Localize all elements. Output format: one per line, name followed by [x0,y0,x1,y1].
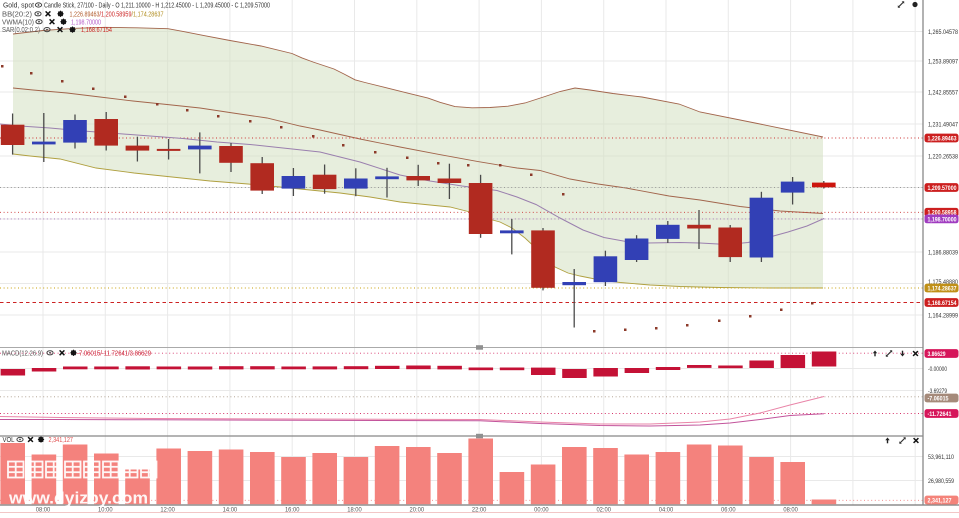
svg-text:Gold, spot: Gold, spot [3,3,34,10]
svg-text:1,265.04578: 1,265.04578 [928,29,958,36]
svg-text:02:00: 02:00 [596,507,611,514]
svg-text:VOL: VOL [3,437,15,444]
svg-text:1,226.89463: 1,226.89463 [928,135,957,142]
svg-text:1,164.28999: 1,164.28999 [928,312,958,319]
svg-text:14:00: 14:00 [223,507,238,514]
svg-text:1,168.67154: 1,168.67154 [928,300,957,307]
svg-text:-0.00000: -0.00000 [928,366,947,373]
svg-text:1,226.89463/1,200.58959/1,174.: 1,226.89463/1,200.58959/1,174.28637 [70,11,164,18]
svg-text:SAR(0.02:0.2): SAR(0.02:0.2) [2,27,40,34]
svg-text:26,980,559: 26,980,559 [928,478,954,485]
svg-text:08:00: 08:00 [783,507,798,514]
svg-text:1,242.85557: 1,242.85557 [928,89,958,96]
svg-text:18:00: 18:00 [347,507,362,514]
svg-text:-7.06015: -7.06015 [928,395,949,402]
svg-text:1,200.58958: 1,200.58958 [928,210,957,217]
svg-text:16:00: 16:00 [285,507,300,514]
svg-text:1,186.88039: 1,186.88039 [928,249,958,256]
svg-text:1,175.48880: 1,175.48880 [928,279,958,286]
svg-text:Candle Stick, 27/100 - Daily -: Candle Stick, 27/100 - Daily - O 1,211.1… [44,3,270,10]
svg-text:-3.69279: -3.69279 [928,388,947,395]
svg-text:1,174.28637: 1,174.28637 [928,285,957,292]
svg-text:2,341,127: 2,341,127 [49,437,74,444]
svg-text:1,198.70000: 1,198.70000 [71,19,101,26]
svg-text:06:00: 06:00 [721,507,736,514]
svg-text:2,341,127: 2,341,127 [928,497,952,504]
svg-text:MACD(12.26.9): MACD(12.26.9) [2,350,43,357]
svg-text:04:00: 04:00 [659,507,674,514]
svg-text:-7.06015/-11.72641/3.86629: -7.06015/-11.72641/3.86629 [77,350,151,357]
svg-text:22:00: 22:00 [472,507,487,514]
svg-text:VWMA(10): VWMA(10) [2,19,34,26]
svg-text:-11.72641: -11.72641 [928,411,952,418]
svg-text:10:00: 10:00 [98,507,113,514]
svg-text:00:00: 00:00 [534,507,549,514]
svg-text:20:00: 20:00 [410,507,425,514]
svg-text:1,209.57000: 1,209.57000 [928,185,957,192]
svg-text:53,961,110: 53,961,110 [928,454,954,461]
svg-text:1,231.49047: 1,231.49047 [928,121,958,128]
svg-text:www.dyizby.com: www.dyizby.com [8,490,148,508]
svg-text:12:00: 12:00 [160,507,175,514]
svg-text:1,253.89097: 1,253.89097 [928,58,958,65]
svg-text:3.86629: 3.86629 [928,351,946,358]
svg-text:1,168.67154: 1,168.67154 [81,27,112,34]
svg-text:1,198.70000: 1,198.70000 [928,216,957,223]
svg-text:08:00: 08:00 [36,507,51,514]
svg-text:BB(20:2): BB(20:2) [2,11,32,18]
svg-text:1,220.26538: 1,220.26538 [928,153,958,160]
